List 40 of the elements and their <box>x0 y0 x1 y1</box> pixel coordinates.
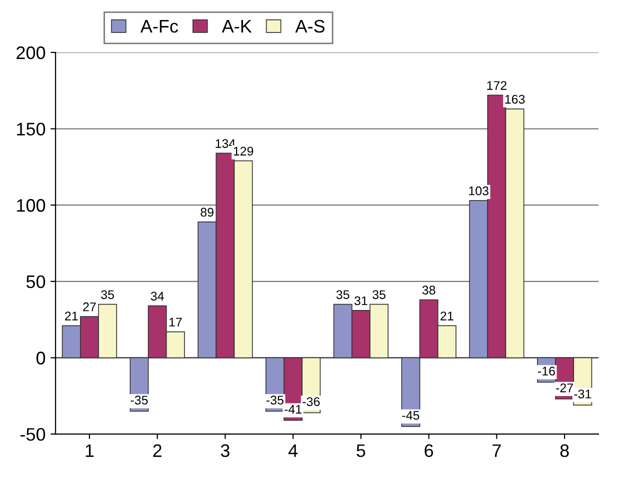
y-tick-label: 100 <box>17 199 46 212</box>
x-tick-label: 7 <box>492 444 501 457</box>
data-label: -36 <box>302 397 320 406</box>
data-label: 172 <box>487 81 506 90</box>
legend-label: A-Fc <box>140 20 178 33</box>
data-label: -35 <box>130 396 148 405</box>
data-label: -27 <box>556 383 573 392</box>
data-label: 27 <box>83 302 96 312</box>
y-tick-label: 150 <box>17 122 46 136</box>
data-label: 35 <box>336 290 350 300</box>
data-label: -41 <box>284 404 302 414</box>
y-tick-label: 200 <box>16 46 46 60</box>
data-label: 163 <box>505 94 525 104</box>
x-tick-label: 8 <box>560 444 569 458</box>
data-label: 129 <box>234 146 254 156</box>
data-label: 35 <box>101 290 114 300</box>
x-tick-label: 5 <box>356 444 366 458</box>
data-label: -35 <box>266 396 284 405</box>
data-label: 21 <box>440 312 454 320</box>
data-label: 103 <box>469 186 488 196</box>
data-label: 34 <box>150 292 164 301</box>
data-label: -45 <box>402 411 420 420</box>
legend-label: A-S <box>295 20 325 33</box>
x-tick-label: 4 <box>288 444 298 457</box>
x-tick-label: 2 <box>153 444 162 457</box>
y-tick-label: 50 <box>26 275 46 288</box>
x-tick-label: 6 <box>424 444 434 458</box>
y-tick-label: -50 <box>20 428 46 441</box>
data-label: 35 <box>372 290 386 300</box>
x-tick-label: 3 <box>220 444 230 458</box>
data-label: -31 <box>574 390 592 398</box>
data-label: 21 <box>65 312 78 320</box>
data-label: 31 <box>354 296 368 306</box>
x-tick-label: 1 <box>86 444 94 457</box>
data-label: -16 <box>538 366 555 376</box>
legend-label: A-K <box>222 20 252 32</box>
data-label: 38 <box>422 286 436 294</box>
y-tick-label: 0 <box>36 352 46 364</box>
data-label: 89 <box>200 208 214 217</box>
data-label: 17 <box>169 318 182 326</box>
